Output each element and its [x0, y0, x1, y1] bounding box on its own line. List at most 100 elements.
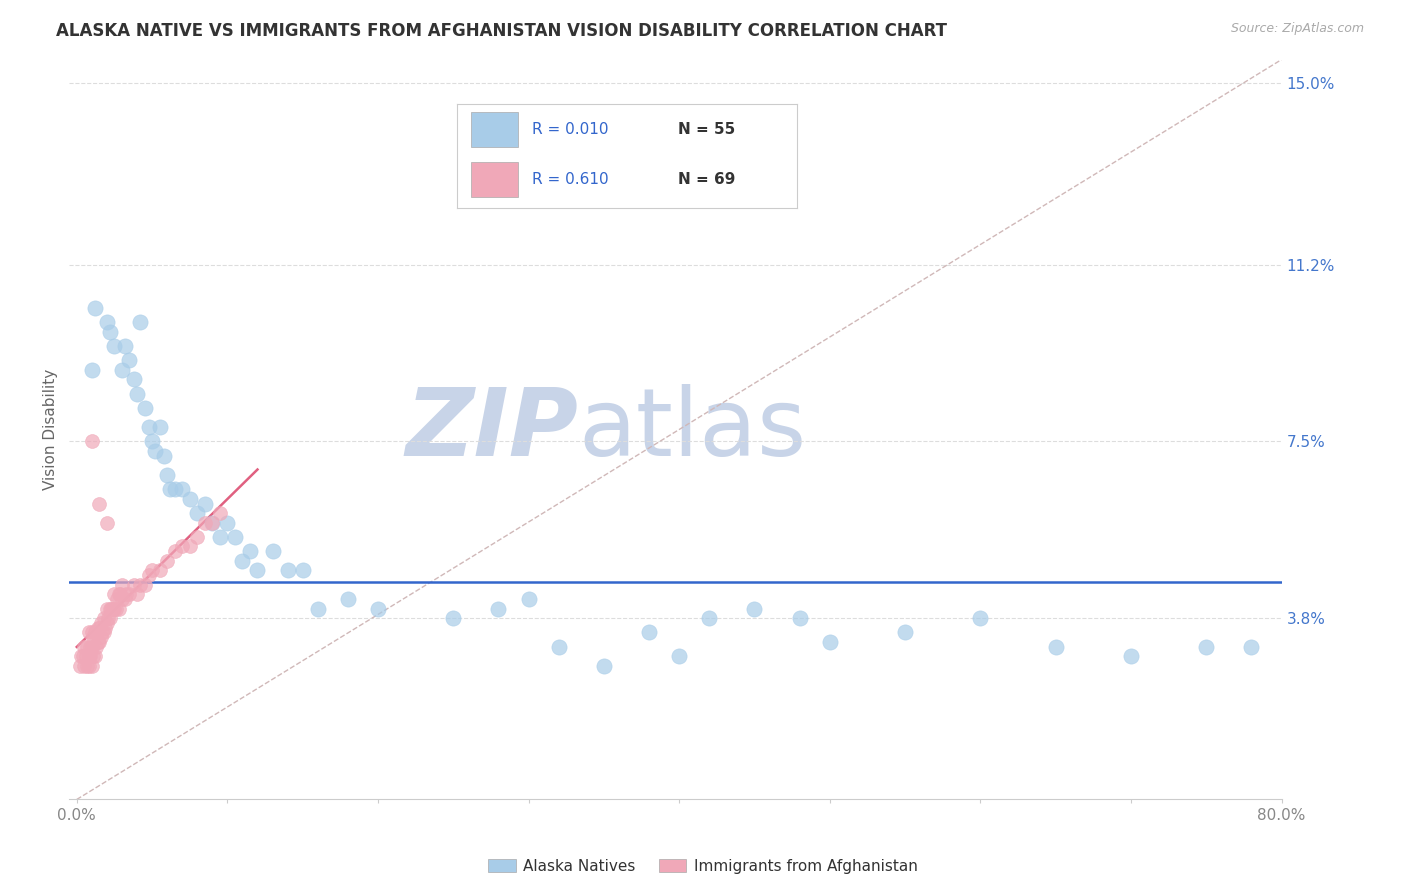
Y-axis label: Vision Disability: Vision Disability: [44, 369, 58, 490]
Point: [201, 516, 224, 530]
Point: [98, 611, 121, 625]
Point: [96, 615, 118, 630]
Point: [291, 563, 314, 577]
Point: [969, 611, 991, 625]
Point: [894, 625, 917, 640]
Point: [1301, 611, 1323, 625]
Point: [89, 496, 111, 510]
Point: [246, 563, 269, 577]
Point: [77, 658, 100, 673]
Point: [201, 516, 224, 530]
Point: [93, 611, 115, 625]
Point: [115, 587, 138, 601]
Point: [517, 591, 540, 606]
Point: [108, 601, 131, 615]
Point: [1195, 640, 1218, 654]
Point: [208, 530, 231, 544]
Text: ZIP: ZIP: [405, 384, 578, 475]
Point: [94, 621, 117, 635]
Point: [110, 587, 132, 601]
Point: [89, 621, 111, 635]
Point: [224, 530, 246, 544]
Point: [73, 658, 96, 673]
Point: [159, 482, 181, 496]
Point: [80, 625, 103, 640]
Point: [138, 568, 160, 582]
Point: [80, 658, 103, 673]
Text: ALASKA NATIVE VS IMMIGRANTS FROM AFGHANISTAN VISION DISABILITY CORRELATION CHART: ALASKA NATIVE VS IMMIGRANTS FROM AFGHANI…: [56, 22, 948, 40]
Point: [638, 625, 661, 640]
Point: [231, 554, 253, 568]
Point: [114, 591, 136, 606]
Point: [103, 601, 125, 615]
Point: [79, 649, 101, 664]
Point: [107, 591, 129, 606]
Point: [172, 540, 194, 554]
Point: [79, 640, 101, 654]
Point: [89, 635, 111, 649]
Point: [592, 658, 614, 673]
Point: [103, 339, 125, 353]
Point: [141, 434, 163, 449]
Point: [186, 506, 208, 520]
Point: [194, 516, 217, 530]
Point: [111, 363, 134, 377]
Point: [129, 577, 152, 591]
Point: [75, 649, 97, 664]
Point: [93, 625, 115, 640]
Point: [80, 640, 103, 654]
Point: [172, 482, 194, 496]
Point: [96, 315, 118, 329]
Point: [153, 449, 176, 463]
Point: [82, 649, 104, 664]
Point: [90, 630, 112, 644]
Point: [86, 625, 108, 640]
Point: [262, 544, 284, 558]
Point: [77, 649, 100, 664]
Point: [83, 649, 105, 664]
Point: [111, 591, 134, 606]
Point: [239, 544, 262, 558]
Point: [97, 611, 120, 625]
Point: [129, 315, 152, 329]
Point: [208, 506, 231, 520]
Point: [118, 587, 141, 601]
Point: [194, 496, 217, 510]
Point: [138, 420, 160, 434]
Point: [156, 554, 179, 568]
Point: [1240, 640, 1263, 654]
Point: [141, 563, 163, 577]
Point: [149, 420, 172, 434]
Point: [125, 386, 148, 401]
Point: [186, 530, 208, 544]
Point: [76, 640, 98, 654]
Point: [73, 640, 96, 654]
Point: [76, 658, 98, 673]
Point: [69, 658, 91, 673]
Point: [143, 444, 166, 458]
Point: [744, 601, 766, 615]
Point: [77, 625, 100, 640]
Point: [87, 621, 110, 635]
Point: [70, 649, 93, 664]
Point: [98, 601, 121, 615]
Point: [111, 577, 134, 591]
Point: [118, 353, 141, 368]
Point: [90, 615, 112, 630]
Point: [367, 601, 389, 615]
Point: [122, 372, 145, 386]
Text: Source: ZipAtlas.com: Source: ZipAtlas.com: [1230, 22, 1364, 36]
Point: [789, 611, 811, 625]
Point: [179, 540, 201, 554]
Point: [96, 516, 118, 530]
Point: [101, 601, 124, 615]
Point: [91, 625, 114, 640]
Point: [163, 482, 186, 496]
Point: [1119, 649, 1142, 664]
Point: [336, 591, 359, 606]
Point: [80, 434, 103, 449]
Point: [277, 563, 299, 577]
Point: [98, 325, 121, 339]
Point: [149, 563, 172, 577]
Point: [179, 491, 201, 506]
